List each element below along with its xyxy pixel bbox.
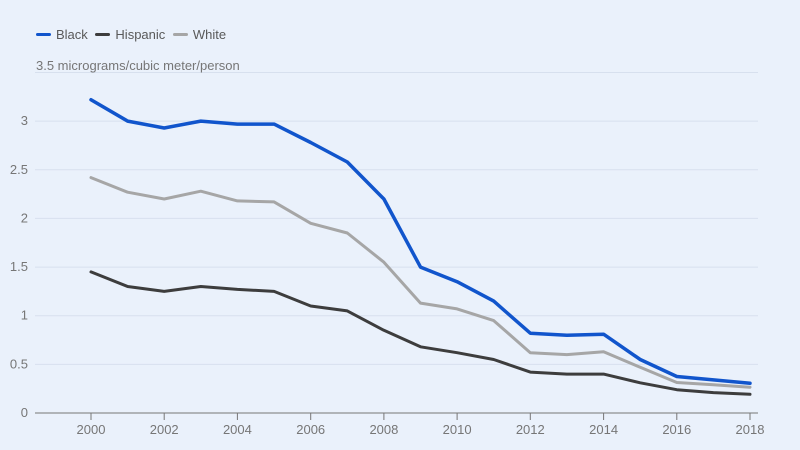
svg-text:1.5: 1.5 <box>10 259 28 274</box>
svg-text:2.5: 2.5 <box>10 162 28 177</box>
svg-text:3: 3 <box>21 113 28 128</box>
svg-text:2012: 2012 <box>516 422 545 437</box>
svg-text:2014: 2014 <box>589 422 618 437</box>
svg-text:2010: 2010 <box>443 422 472 437</box>
svg-text:1: 1 <box>21 308 28 323</box>
svg-text:2002: 2002 <box>150 422 179 437</box>
svg-text:2006: 2006 <box>296 422 325 437</box>
svg-text:2004: 2004 <box>223 422 252 437</box>
svg-text:2008: 2008 <box>369 422 398 437</box>
svg-text:2000: 2000 <box>77 422 106 437</box>
svg-text:2018: 2018 <box>736 422 765 437</box>
svg-text:2016: 2016 <box>662 422 691 437</box>
svg-text:0.5: 0.5 <box>10 356 28 371</box>
svg-text:2: 2 <box>21 210 28 225</box>
svg-text:0: 0 <box>21 405 28 420</box>
